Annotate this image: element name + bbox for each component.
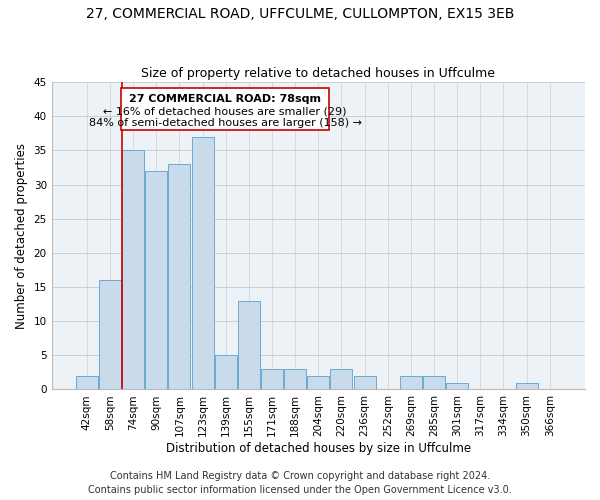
Text: ← 16% of detached houses are smaller (29): ← 16% of detached houses are smaller (29… (103, 106, 347, 116)
Text: 27 COMMERCIAL ROAD: 78sqm: 27 COMMERCIAL ROAD: 78sqm (129, 94, 321, 104)
Bar (169, 164, 190, 390)
X-axis label: Distribution of detached houses by size in Uffculme: Distribution of detached houses by size … (166, 442, 471, 455)
Bar (99, 280, 121, 390)
Bar (423, 376, 445, 390)
Bar (400, 376, 422, 390)
Bar (76, 376, 98, 390)
Bar (122, 150, 144, 390)
Title: Size of property relative to detached houses in Uffculme: Size of property relative to detached ho… (142, 66, 496, 80)
Text: 27, COMMERCIAL ROAD, UFFCULME, CULLOMPTON, EX15 3EB: 27, COMMERCIAL ROAD, UFFCULME, CULLOMPTO… (86, 8, 514, 22)
Bar (261, 369, 283, 390)
Text: Contains HM Land Registry data © Crown copyright and database right 2024.
Contai: Contains HM Land Registry data © Crown c… (88, 471, 512, 495)
Bar (515, 382, 538, 390)
Bar (145, 171, 167, 390)
Y-axis label: Number of detached properties: Number of detached properties (15, 143, 28, 329)
Bar (307, 376, 329, 390)
Bar (446, 382, 468, 390)
Bar (191, 136, 214, 390)
Bar (331, 369, 352, 390)
FancyBboxPatch shape (121, 88, 329, 130)
Bar (238, 300, 260, 390)
Bar (353, 376, 376, 390)
Text: 84% of semi-detached houses are larger (158) →: 84% of semi-detached houses are larger (… (89, 118, 362, 128)
Bar (215, 356, 237, 390)
Bar (284, 369, 306, 390)
